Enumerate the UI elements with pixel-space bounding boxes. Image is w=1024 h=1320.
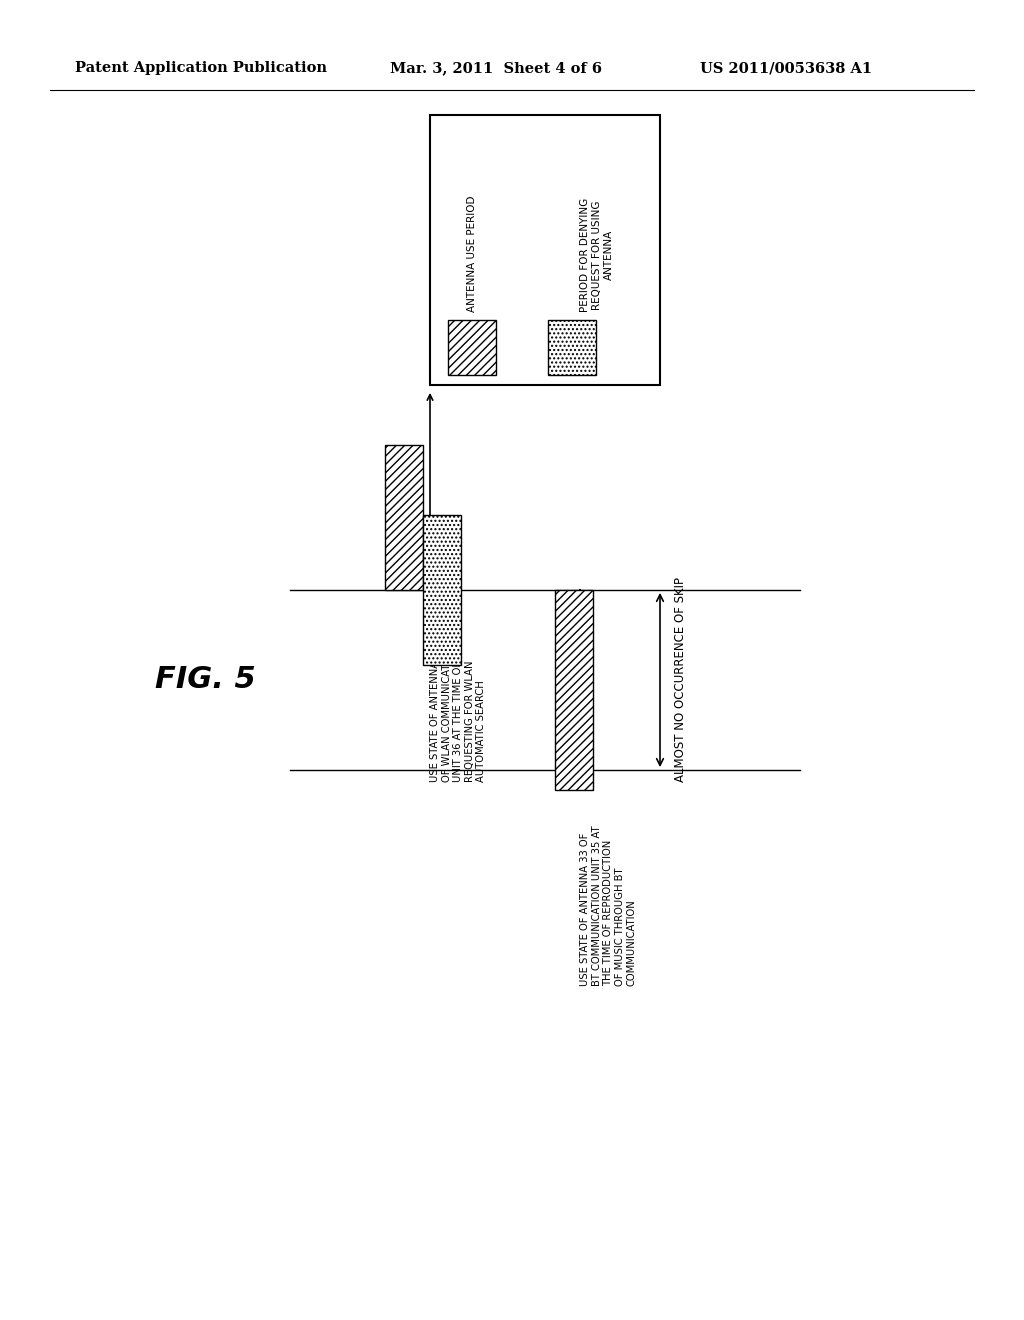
Text: ANTENNA USE PERIOD: ANTENNA USE PERIOD [467,195,477,312]
Bar [449,319,496,375]
Text: USE STATE OF ANTENNA 33
OF WLAN COMMUNICATION
UNIT 36 AT THE TIME OF
REQUESTING : USE STATE OF ANTENNA 33 OF WLAN COMMUNIC… [430,645,486,781]
Bar [555,590,593,789]
Bar [430,115,660,385]
Text: Mar. 3, 2011  Sheet 4 of 6: Mar. 3, 2011 Sheet 4 of 6 [390,61,602,75]
Text: PERIOD FOR DENYING
REQUEST FOR USING
ANTENNA: PERIOD FOR DENYING REQUEST FOR USING ANT… [581,198,613,312]
Bar [548,319,596,375]
Text: US 2011/0053638 A1: US 2011/0053638 A1 [700,61,872,75]
Text: FIG. 5: FIG. 5 [155,665,256,694]
Text: Patent Application Publication: Patent Application Publication [75,61,327,75]
Bar [385,445,423,590]
Bar [423,515,461,665]
Text: USE STATE OF ANTENNA 33 OF
BT COMMUNICATION UNIT 35 AT
THE TIME OF REPRODUCTION
: USE STATE OF ANTENNA 33 OF BT COMMUNICAT… [580,825,636,986]
Text: ALMOST NO OCCURRENCE OF SKIP: ALMOST NO OCCURRENCE OF SKIP [674,578,687,783]
